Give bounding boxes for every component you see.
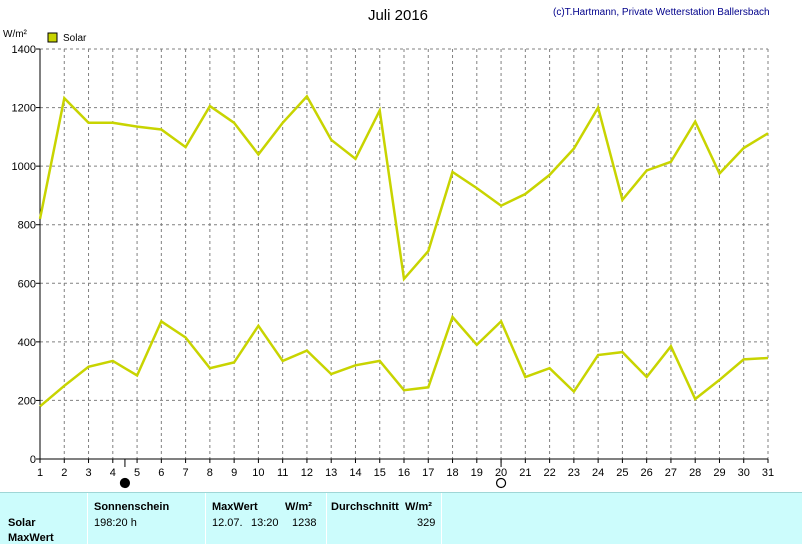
row-label-maxwert: MaxWert [8, 532, 54, 544]
y-tick-label: 200 [18, 395, 36, 407]
y-axis-unit: W/m² [3, 29, 28, 40]
sonnenschein-value: 198:20 h [94, 517, 137, 529]
stats-panel: Solar MaxWert Sonnenschein 198:20 h MaxW… [0, 492, 802, 544]
x-tick-label: 4 [110, 467, 116, 479]
header-maxwert: MaxWert [212, 501, 258, 513]
moon-phase-markers [119, 459, 507, 489]
x-tick-label: 3 [85, 467, 91, 479]
x-tick-label: 30 [738, 467, 750, 479]
x-tick-label: 28 [689, 467, 701, 479]
y-tick-label: 1400 [12, 44, 36, 56]
x-tick-label: 9 [231, 467, 237, 479]
stats-separator [441, 493, 442, 544]
legend-label: Solar [63, 33, 87, 44]
solar-chart: Juli 2016 (c)T.Hartmann, Private Wetters… [3, 7, 775, 489]
x-tick-label: 22 [543, 467, 555, 479]
x-tick-label: 12 [301, 467, 313, 479]
x-tick-label: 2 [61, 467, 67, 479]
x-tick-label: 5 [134, 467, 140, 479]
header-durchschnitt-unit: W/m² [405, 501, 432, 513]
new-moon-icon [119, 477, 131, 489]
x-tick-label: 25 [616, 467, 628, 479]
x-tick-label: 7 [183, 467, 189, 479]
x-tick-label: 17 [422, 467, 434, 479]
max-date: 12.07. [212, 517, 243, 529]
series-line-avg [39, 314, 769, 408]
grid-lines [40, 48, 769, 459]
header-sonnenschein: Sonnenschein [94, 501, 170, 513]
header-maxwert-unit: W/m² [285, 501, 312, 513]
stats-separator [205, 493, 206, 544]
full-moon-icon [495, 477, 507, 489]
stats-separator [326, 493, 327, 544]
x-tick-label: 24 [592, 467, 604, 479]
avg-value: 329 [417, 517, 436, 529]
header-durchschnitt: Durchschnitt [331, 501, 399, 513]
x-tick-label: 8 [207, 467, 213, 479]
x-tick-label: 1 [37, 467, 43, 479]
series-layer [38, 94, 769, 408]
x-tick-label: 21 [519, 467, 531, 479]
x-tick-label: 26 [641, 467, 653, 479]
y-tick-label: 1200 [12, 103, 36, 115]
y-tick-label: 400 [18, 337, 36, 349]
x-tick-label: 19 [471, 467, 483, 479]
max-value: 1238 [292, 517, 317, 529]
x-tick-label: 23 [568, 467, 580, 479]
x-tick-label: 15 [374, 467, 386, 479]
x-tick-label: 14 [349, 467, 361, 479]
x-tick-label: 11 [277, 467, 288, 479]
x-tick-label: 10 [252, 467, 264, 479]
chart-credit: (c)T.Hartmann, Private Wetterstation Bal… [553, 7, 770, 18]
x-tick-label: 27 [665, 467, 677, 479]
row-label-solar: Solar [8, 517, 36, 529]
x-tick-label: 13 [325, 467, 337, 479]
series-line-max [38, 94, 769, 282]
x-tick-label: 29 [713, 467, 725, 479]
y-tick-label: 800 [18, 220, 36, 232]
stats-separator [87, 493, 88, 544]
y-tick-label: 0 [30, 454, 36, 466]
legend-swatch [47, 32, 58, 43]
x-tick-label: 16 [398, 467, 410, 479]
y-tick-label: 1000 [12, 161, 36, 173]
x-tick-label: 31 [762, 467, 774, 479]
x-tick-label: 6 [158, 467, 164, 479]
max-time: 13:20 [251, 517, 279, 529]
chart-title: Juli 2016 [368, 7, 428, 24]
y-tick-label: 600 [18, 278, 36, 290]
x-tick-label: 18 [446, 467, 458, 479]
x-tick-label: 20 [495, 467, 507, 479]
